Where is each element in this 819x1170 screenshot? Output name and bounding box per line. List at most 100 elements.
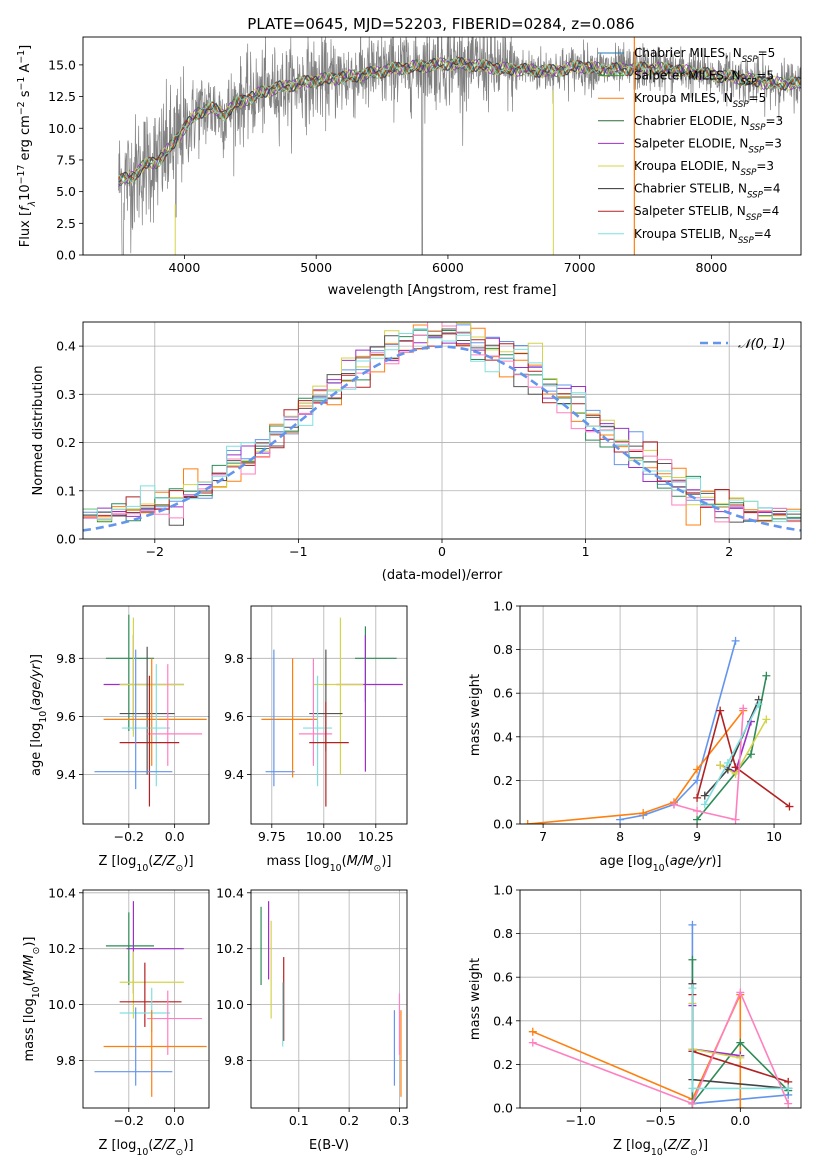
weight-marker bbox=[716, 706, 725, 715]
Z_vs_mass-plot-area bbox=[94, 901, 207, 1097]
weight-marker bbox=[716, 761, 725, 770]
weight-marker bbox=[762, 715, 771, 724]
mass_vs_age-xtick-label: 10.25 bbox=[358, 829, 394, 844]
weight-marker bbox=[688, 1084, 697, 1093]
weight-marker bbox=[616, 815, 625, 824]
Z_vs_mass-xtick-label: −0.2 bbox=[114, 1113, 144, 1128]
spectrum-plot-area bbox=[118, 37, 801, 255]
spectrum-ytick-label: 7.5 bbox=[56, 152, 76, 167]
legend-entry: Kroupa ELODIE, NSSP=3 bbox=[634, 159, 774, 178]
weight-marker bbox=[736, 1038, 745, 1047]
Z_vs_age-xtick-label: 0.0 bbox=[165, 829, 185, 844]
weight-marker bbox=[693, 815, 702, 824]
weight-marker bbox=[693, 806, 702, 815]
Z_vs_age-xtick-label: −0.2 bbox=[114, 829, 144, 844]
legend-entry: 𝒩(0, 1) bbox=[738, 337, 785, 352]
age_vs_weight-ylabel: mass weight bbox=[468, 674, 483, 756]
Z_vs_mass-ylabel: mass [log10(M/M⊙)] bbox=[22, 937, 42, 1062]
weight-marker bbox=[731, 815, 740, 824]
Z_vs_age-plot-area bbox=[94, 614, 207, 807]
age_vs_weight-plot-area bbox=[523, 636, 794, 824]
ebv_vs_mass-ytick-label: 10.2 bbox=[216, 941, 244, 956]
age_vs_weight-ytick-label: 1.0 bbox=[493, 599, 513, 614]
Z_vs_mass-ytick-label: 10.2 bbox=[48, 941, 76, 956]
mass_vs_age-ytick-label: 9.6 bbox=[224, 709, 244, 724]
legend-entry: Chabrier ELODIE, NSSP=3 bbox=[634, 114, 783, 133]
weight-marker bbox=[688, 920, 697, 929]
age_vs_weight-axes-frame bbox=[519, 605, 802, 825]
spectrum-xtick-label: 7000 bbox=[564, 260, 596, 275]
residuals-xlabel: (data-model)/error bbox=[382, 568, 503, 583]
ebv_vs_mass-ytick-label: 10.0 bbox=[216, 997, 244, 1012]
residual-histogram bbox=[83, 322, 801, 523]
Z_vs_weight-plot-area bbox=[528, 920, 793, 1108]
Z_vs_weight-ytick-label: 0.2 bbox=[493, 1057, 513, 1072]
weight-line bbox=[673, 708, 745, 821]
age_vs_weight-xtick-label: 8 bbox=[616, 829, 624, 844]
Z_vs_age-xlabel: Z [log10(Z/Z⊙)] bbox=[98, 854, 193, 874]
residuals-plot-area bbox=[83, 322, 801, 532]
age_vs_weight-xlabel: age [log10(age/yr)] bbox=[599, 854, 721, 874]
spectrum-ylabel: Flux [fλ10−17 erg cm−2 s−1 A−1] bbox=[16, 45, 38, 247]
Z_vs_weight-xtick-label: −0.5 bbox=[645, 1113, 675, 1128]
ebv_vs_mass-xlabel: E(B-V) bbox=[309, 1138, 349, 1153]
weight-marker bbox=[639, 809, 648, 818]
residuals-ytick-label: 0.1 bbox=[56, 483, 76, 498]
residuals-axes-frame bbox=[82, 321, 802, 540]
weight-marker bbox=[528, 1027, 537, 1036]
mass_vs_age-ytick-label: 9.8 bbox=[224, 651, 244, 666]
weight-marker bbox=[700, 800, 709, 809]
weight-marker bbox=[688, 1099, 697, 1108]
weight-marker bbox=[700, 791, 709, 800]
Z_vs_weight-xtick-label: 0.0 bbox=[730, 1113, 750, 1128]
weight-line bbox=[696, 707, 790, 808]
spectrum-ytick-label: 5.0 bbox=[56, 184, 76, 199]
normal-reference-curve bbox=[83, 345, 801, 532]
weight-marker bbox=[785, 802, 794, 811]
Z_vs_mass-ytick-label: 9.8 bbox=[56, 1053, 76, 1068]
age_vs_weight-ytick-label: 0.6 bbox=[493, 686, 513, 701]
mass_vs_age-xlabel: mass [log10(M/M⊙)] bbox=[267, 854, 392, 874]
spectrum-xtick-label: 5000 bbox=[300, 260, 332, 275]
Z_vs_age-ylabel: age [log10(age/yr)] bbox=[29, 654, 49, 776]
age_vs_weight-ytick-label: 0.4 bbox=[493, 729, 513, 744]
ebv_vs_mass-xtick-label: 0.2 bbox=[339, 1113, 359, 1128]
weight-marker bbox=[528, 1038, 537, 1047]
age_vs_weight-ytick-label: 0.2 bbox=[493, 773, 513, 788]
weight-marker bbox=[669, 800, 678, 809]
weight-marker bbox=[731, 636, 740, 645]
age_vs_weight-ytick-label: 0.0 bbox=[493, 817, 513, 832]
Z_vs_age-ytick-label: 9.4 bbox=[56, 767, 76, 782]
residual-histogram bbox=[83, 328, 801, 526]
mass_vs_age-ytick-label: 9.4 bbox=[224, 767, 244, 782]
mass_vs_age-xtick-label: 10.00 bbox=[306, 829, 342, 844]
legend-entry: Chabrier MILES, NSSP=5 bbox=[634, 46, 775, 65]
weight-marker bbox=[723, 758, 732, 767]
legend-entry: Chabrier STELIB, NSSP=4 bbox=[634, 182, 781, 201]
residuals-ytick-label: 0.0 bbox=[56, 532, 76, 547]
spectrum-ytick-label: 15.0 bbox=[48, 57, 76, 72]
residuals-ylabel: Normed distribution bbox=[31, 366, 46, 496]
age_vs_weight-xtick-label: 10 bbox=[766, 829, 782, 844]
weight-marker bbox=[739, 704, 748, 713]
Z_vs_age-axes-frame bbox=[82, 605, 210, 825]
figure-title: PLATE=0645, MJD=52203, FIBERID=0284, z=0… bbox=[247, 15, 634, 33]
ebv_vs_mass-xtick-label: 0.3 bbox=[390, 1113, 410, 1128]
Z_vs_weight-xlabel: Z [log10(Z/Z⊙)] bbox=[613, 1138, 708, 1158]
Z_vs_age-ytick-label: 9.6 bbox=[56, 709, 76, 724]
spectrum-xlabel: wavelength [Angstrom, rest frame] bbox=[328, 283, 557, 298]
residuals-xtick-label: 1 bbox=[582, 544, 590, 559]
mass_vs_age-plot-area bbox=[261, 617, 403, 807]
ebv_vs_mass-axes-frame bbox=[250, 889, 408, 1109]
weight-marker bbox=[762, 671, 771, 680]
weight-marker bbox=[688, 955, 697, 964]
mass_vs_age-axes-frame bbox=[250, 605, 408, 825]
weight-marker bbox=[693, 793, 702, 802]
Z_vs_weight-ytick-label: 0.8 bbox=[493, 926, 513, 941]
Z_vs_weight-ytick-label: 0.6 bbox=[493, 970, 513, 985]
Z_vs_weight-xtick-label: −1.0 bbox=[565, 1113, 595, 1128]
Z_vs_weight-ytick-label: 0.0 bbox=[493, 1101, 513, 1116]
weight-line bbox=[532, 990, 789, 1105]
weight-marker bbox=[693, 765, 702, 774]
